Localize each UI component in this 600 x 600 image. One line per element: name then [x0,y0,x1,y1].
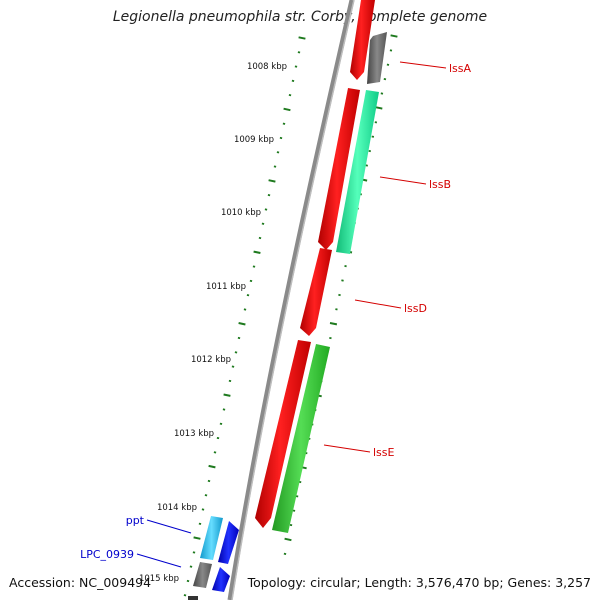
ruler-label: 1013 kbp [174,429,214,439]
major-tick [298,36,306,40]
minor-tick [186,579,190,583]
gene-fragment [188,596,198,600]
ruler-label: 1015 kbp [139,574,179,584]
minor-tick [189,565,193,568]
minor-tick [383,78,387,81]
gene-gray-1[interactable] [367,32,387,84]
genome-backbone [227,0,355,600]
minor-tick [258,236,262,240]
major-tick [223,393,231,397]
major-tick [268,179,276,183]
ruler-label: 1012 kbp [191,355,231,365]
ppt-leader [146,519,192,534]
lssE-leader [323,444,371,453]
minor-tick [291,79,295,82]
gene-blue-1[interactable] [218,521,239,564]
ruler-label: 1008 kbp [247,62,287,72]
minor-tick [213,451,217,454]
major-tick [283,107,291,112]
major-tick [284,537,292,542]
lssE-label[interactable]: lssE [373,446,395,459]
lssB-leader [379,176,427,185]
gene-lssB[interactable] [318,88,360,250]
gene-lssA[interactable] [350,0,375,80]
major-tick [208,464,216,469]
major-tick [375,106,383,110]
major-tick [253,250,261,254]
minor-tick [282,122,286,125]
minor-tick [261,222,265,225]
major-tick [390,34,398,38]
minor-tick [365,164,369,167]
gene-teal-1[interactable] [336,90,379,254]
major-tick [238,322,246,326]
minor-tick [338,293,341,297]
minor-tick [288,94,292,97]
minor-tick [207,479,211,483]
minor-tick [341,279,344,282]
ppt-label[interactable]: ppt [126,514,145,527]
ruler-label-group: 1008 kbp 1009 kbp 1010 kbp 1011 kbp 1012… [139,62,287,584]
lssD-leader [354,299,402,309]
ruler-tick-track [183,36,306,597]
accession-label: Accession: NC_009494 [9,575,152,590]
gene-track [188,0,387,600]
minor-tick [264,208,268,211]
minor-tick [386,63,390,66]
gene-lssD[interactable] [300,248,332,336]
gene-green-1[interactable] [272,344,330,533]
LPC_0939-label[interactable]: LPC_0939 [80,548,134,561]
ruler-label: 1009 kbp [234,135,274,145]
genome-summary: Topology: circular; Length: 3,576,470 bp… [247,575,591,590]
major-tick [329,322,338,326]
minor-tick [380,92,384,95]
gene-label-group: lssA lssB lssD lssE ppt LPC_0939 [80,61,472,568]
ruler-label: 1014 kbp [157,503,197,513]
major-tick [193,536,201,540]
map-title: Legionella pneumophila str. Corby, compl… [112,9,488,25]
ruler-label: 1010 kbp [221,208,261,218]
minor-tick [204,494,208,497]
minor-tick [267,194,271,197]
lssD-label[interactable]: lssD [404,302,427,315]
ruler-label: 1011 kbp [206,282,246,292]
outer-tick-track [283,34,398,555]
gene-blue-2[interactable] [212,567,230,592]
minor-tick [231,365,235,368]
minor-tick [344,265,347,268]
lssA-label[interactable]: lssA [449,62,472,75]
minor-tick [283,552,287,555]
gene-LPC_0939[interactable] [193,562,212,588]
minor-tick [234,351,238,354]
minor-tick [237,336,241,340]
lssA-leader [399,61,447,69]
genome-backbone-highlight [231,0,355,600]
gene-lssE[interactable] [255,340,311,528]
minor-tick [183,594,187,597]
LPC_0939-leader [136,553,182,568]
lssB-label[interactable]: lssB [429,178,451,191]
gene-ppt[interactable] [200,516,223,560]
